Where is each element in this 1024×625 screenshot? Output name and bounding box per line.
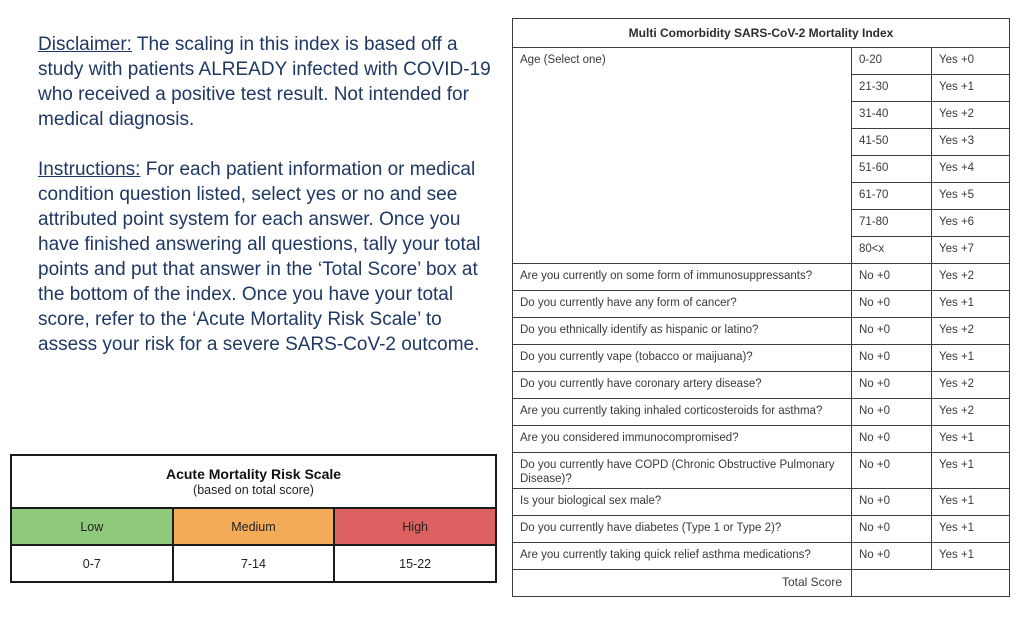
yes-option[interactable]: Yes +1 (930, 488, 1011, 516)
age-question-cell: Age (Select one) (512, 47, 852, 264)
risk-range-low: 0-7 (10, 544, 174, 583)
age-option-row: 80<x Yes +7 (513, 236, 1011, 264)
question-row: Are you currently taking inhaled cortico… (512, 398, 1011, 426)
age-yes-points-option[interactable]: Yes +0 (930, 47, 1011, 75)
question-row: Do you currently have any form of cancer… (512, 290, 1011, 318)
risk-scale-header: Acute Mortality Risk Scale (based on tot… (10, 454, 497, 509)
age-option-row: 41-50 Yes +3 (513, 128, 1011, 156)
total-score-input[interactable] (850, 569, 1011, 597)
question-text: Are you considered immunocompromised? (512, 425, 852, 453)
yes-option[interactable]: Yes +1 (930, 290, 1011, 318)
no-option[interactable]: No +0 (851, 290, 932, 318)
risk-level-high: High (333, 507, 497, 546)
mortality-index-title-row: Multi Comorbidity SARS-CoV-2 Mortality I… (511, 18, 1011, 48)
age-yes-points-option[interactable]: Yes +2 (930, 101, 1011, 129)
yes-option[interactable]: Yes +1 (930, 542, 1011, 570)
question-text: Do you currently have COPD (Chronic Obst… (512, 452, 852, 489)
age-yes-points-option[interactable]: Yes +3 (930, 128, 1011, 156)
yes-option[interactable]: Yes +2 (930, 371, 1011, 399)
risk-scale-table: Acute Mortality Risk Scale (based on tot… (10, 454, 497, 583)
question-text: Is your biological sex male? (512, 488, 852, 516)
risk-scale-ranges-row: 0-7 7-14 15-22 (10, 544, 497, 583)
question-text: Do you ethnically identify as hispanic o… (512, 317, 852, 345)
yes-option[interactable]: Yes +1 (930, 452, 1011, 489)
age-yes-points-option[interactable]: Yes +1 (930, 74, 1011, 102)
no-option[interactable]: No +0 (851, 371, 932, 399)
question-row: Do you currently have diabetes (Type 1 o… (512, 515, 1011, 543)
intro-text-block: Disclaimer: The scaling in this index is… (38, 32, 502, 357)
question-row: Do you currently have coronary artery di… (512, 371, 1011, 399)
age-range-option[interactable]: 31-40 (851, 101, 932, 129)
age-yes-points-option[interactable]: Yes +7 (930, 236, 1011, 264)
age-option-row: Age (Select one) 0-20 Yes +0 (512, 47, 1011, 264)
age-range-option[interactable]: 0-20 (851, 47, 932, 75)
no-option[interactable]: No +0 (851, 263, 932, 291)
instructions-text: For each patient information or medical … (38, 159, 481, 355)
question-text: Are you currently taking quick relief as… (512, 542, 852, 570)
instructions-label: Instructions: (38, 159, 141, 180)
age-range-option[interactable]: 41-50 (851, 128, 932, 156)
age-range-option[interactable]: 51-60 (851, 155, 932, 183)
risk-scale-title-row: Acute Mortality Risk Scale (based on tot… (10, 454, 497, 509)
question-text: Do you currently have any form of cancer… (512, 290, 852, 318)
age-option-row: 31-40 Yes +2 (513, 101, 1011, 129)
question-text: Do you currently vape (tobacco or maijua… (512, 344, 852, 372)
question-text: Are you currently on some form of immuno… (512, 263, 852, 291)
risk-level-low: Low (10, 507, 174, 546)
age-range-option[interactable]: 21-30 (851, 74, 932, 102)
yes-option[interactable]: Yes +1 (930, 515, 1011, 543)
risk-scale-levels-row: Low Medium High (10, 507, 497, 546)
age-yes-points-option[interactable]: Yes +4 (930, 155, 1011, 183)
disclaimer-label: Disclaimer: (38, 34, 132, 55)
disclaimer-paragraph: Disclaimer: The scaling in this index is… (38, 32, 502, 132)
question-row: Do you currently have COPD (Chronic Obst… (512, 452, 1011, 489)
risk-range-medium: 7-14 (171, 544, 336, 583)
no-option[interactable]: No +0 (851, 398, 932, 426)
age-range-option[interactable]: 61-70 (851, 182, 932, 210)
mortality-index-title: Multi Comorbidity SARS-CoV-2 Mortality I… (511, 18, 1011, 48)
mortality-index-table: Multi Comorbidity SARS-CoV-2 Mortality I… (511, 18, 1011, 597)
index-table-body: Age (Select one) 0-20 Yes +0 21-30 Yes +1 31-… (512, 47, 1011, 597)
question-row: Are you considered immunocompromised? No … (512, 425, 1011, 453)
age-option-row: 71-80 Yes +6 (513, 209, 1011, 237)
yes-option[interactable]: Yes +2 (930, 263, 1011, 291)
age-option-row: 61-70 Yes +5 (513, 182, 1011, 210)
question-text: Are you currently taking inhaled cortico… (512, 398, 852, 426)
no-option[interactable]: No +0 (851, 515, 932, 543)
question-row: Are you currently taking quick relief as… (512, 542, 1011, 570)
question-row: Do you ethnically identify as hispanic o… (512, 317, 1011, 345)
risk-scale-title: Acute Mortality Risk Scale (165, 466, 342, 482)
question-text: Do you currently have coronary artery di… (512, 371, 852, 399)
yes-option[interactable]: Yes +2 (930, 398, 1011, 426)
age-range-option[interactable]: 80<x (851, 236, 932, 264)
age-yes-points-option[interactable]: Yes +5 (930, 182, 1011, 210)
risk-level-medium: Medium (171, 507, 336, 546)
question-row: Are you currently on some form of immuno… (512, 263, 1011, 291)
risk-scale-subtitle: (based on total score) (193, 483, 314, 497)
no-option[interactable]: No +0 (851, 425, 932, 453)
risk-range-high: 15-22 (333, 544, 497, 583)
no-option[interactable]: No +0 (851, 488, 932, 516)
no-option[interactable]: No +0 (851, 452, 932, 489)
age-range-option[interactable]: 71-80 (851, 209, 932, 237)
no-option[interactable]: No +0 (851, 344, 932, 372)
yes-option[interactable]: Yes +1 (930, 425, 1011, 453)
instructions-paragraph: Instructions: For each patient informati… (38, 157, 502, 357)
no-option[interactable]: No +0 (851, 542, 932, 570)
total-score-row: Total Score (512, 569, 1011, 597)
total-score-label: Total Score (512, 569, 852, 597)
yes-option[interactable]: Yes +1 (930, 344, 1011, 372)
question-row: Do you currently vape (tobacco or maijua… (512, 344, 1011, 372)
disclaimer-text: The scaling in this index is based off a… (38, 34, 491, 130)
yes-option[interactable]: Yes +2 (930, 317, 1011, 345)
no-option[interactable]: No +0 (851, 317, 932, 345)
question-row: Is your biological sex male? No +0 Yes +1 (512, 488, 1011, 516)
question-text: Do you currently have diabetes (Type 1 o… (512, 515, 852, 543)
age-yes-points-option[interactable]: Yes +6 (930, 209, 1011, 237)
